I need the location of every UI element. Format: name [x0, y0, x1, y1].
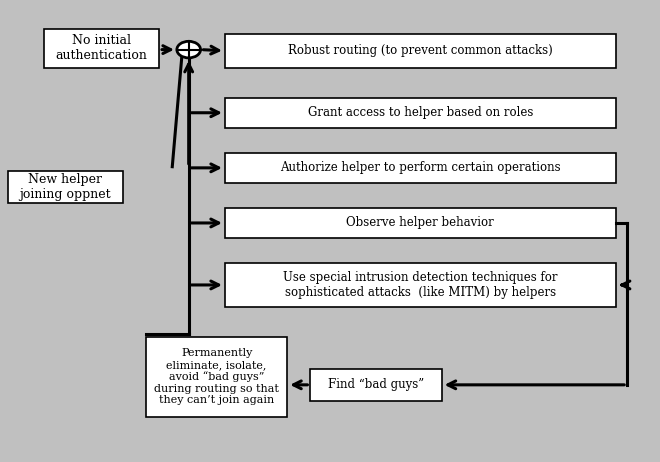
Text: Use special intrusion detection techniques for
sophisticated attacks  (like MITM: Use special intrusion detection techniqu…	[283, 271, 558, 299]
Circle shape	[177, 41, 201, 58]
FancyBboxPatch shape	[44, 29, 159, 68]
FancyBboxPatch shape	[225, 98, 616, 128]
FancyBboxPatch shape	[310, 369, 442, 401]
FancyBboxPatch shape	[225, 208, 616, 238]
FancyBboxPatch shape	[225, 34, 616, 68]
Text: No initial
authentication: No initial authentication	[55, 35, 148, 62]
Text: Observe helper behavior: Observe helper behavior	[346, 217, 494, 230]
Text: Grant access to helper based on roles: Grant access to helper based on roles	[308, 106, 533, 119]
FancyBboxPatch shape	[225, 153, 616, 183]
FancyBboxPatch shape	[8, 171, 123, 203]
Text: Permanently
eliminate, isolate,
avoid “bad guys”
during routing so that
they can: Permanently eliminate, isolate, avoid “b…	[154, 348, 279, 406]
FancyBboxPatch shape	[225, 263, 616, 307]
FancyBboxPatch shape	[146, 337, 287, 417]
Text: New helper
joining oppnet: New helper joining oppnet	[20, 173, 112, 201]
Text: Find “bad guys”: Find “bad guys”	[328, 378, 424, 391]
Text: Robust routing (to prevent common attacks): Robust routing (to prevent common attack…	[288, 44, 552, 57]
Text: Authorize helper to perform certain operations: Authorize helper to perform certain oper…	[280, 161, 561, 174]
